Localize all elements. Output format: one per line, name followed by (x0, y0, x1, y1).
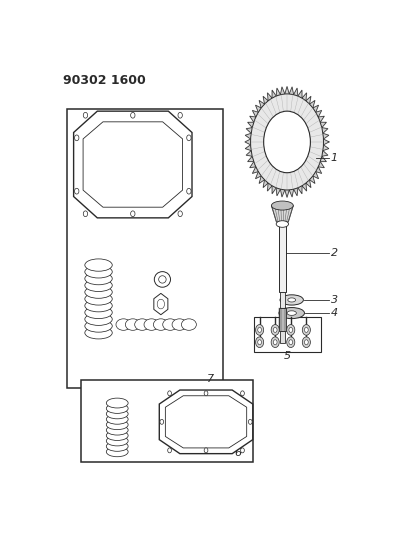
Text: 90302 1600: 90302 1600 (63, 74, 145, 87)
Ellipse shape (154, 272, 170, 287)
Circle shape (240, 391, 244, 396)
Circle shape (240, 448, 244, 453)
Circle shape (186, 135, 190, 141)
Text: 1: 1 (330, 154, 337, 163)
Polygon shape (165, 396, 246, 448)
Ellipse shape (85, 327, 112, 339)
Ellipse shape (181, 319, 196, 330)
Circle shape (248, 419, 251, 424)
Ellipse shape (162, 319, 177, 330)
Ellipse shape (125, 319, 140, 330)
Circle shape (130, 211, 135, 216)
Circle shape (273, 327, 276, 333)
Circle shape (304, 340, 308, 345)
Bar (81, 380, 252, 462)
Circle shape (178, 211, 182, 216)
Circle shape (302, 325, 310, 335)
Circle shape (255, 337, 263, 348)
Circle shape (288, 327, 292, 333)
Ellipse shape (116, 319, 131, 330)
Text: 2: 2 (330, 248, 337, 258)
Ellipse shape (85, 259, 112, 271)
Ellipse shape (106, 436, 128, 446)
Text: 5: 5 (284, 351, 290, 361)
Bar (279, 330, 284, 343)
Ellipse shape (106, 414, 128, 424)
Ellipse shape (85, 313, 112, 325)
Circle shape (250, 94, 323, 190)
Ellipse shape (279, 295, 303, 305)
Circle shape (257, 340, 261, 345)
Ellipse shape (144, 319, 158, 330)
Ellipse shape (106, 409, 128, 419)
Ellipse shape (85, 306, 112, 319)
Ellipse shape (172, 319, 186, 330)
Circle shape (286, 337, 294, 348)
Text: 7: 7 (206, 374, 213, 384)
Ellipse shape (85, 272, 112, 285)
Circle shape (204, 391, 207, 396)
Ellipse shape (287, 298, 295, 302)
Polygon shape (73, 111, 192, 218)
Ellipse shape (106, 420, 128, 430)
Circle shape (263, 111, 310, 173)
Text: 4: 4 (330, 308, 337, 318)
Bar (279, 292, 284, 308)
Polygon shape (154, 293, 168, 314)
Ellipse shape (106, 403, 128, 414)
Ellipse shape (85, 320, 112, 332)
Circle shape (288, 340, 292, 345)
Circle shape (130, 112, 135, 118)
Ellipse shape (85, 279, 112, 292)
Ellipse shape (106, 441, 128, 451)
Circle shape (160, 419, 163, 424)
Ellipse shape (278, 308, 304, 319)
Bar (278, 308, 286, 330)
Circle shape (257, 327, 261, 333)
Polygon shape (83, 122, 182, 207)
Ellipse shape (153, 319, 168, 330)
Ellipse shape (106, 398, 128, 408)
Bar (278, 222, 285, 292)
Circle shape (302, 337, 310, 348)
Circle shape (304, 327, 308, 333)
Ellipse shape (85, 300, 112, 312)
Ellipse shape (157, 299, 164, 309)
Bar (254, 317, 320, 352)
Circle shape (178, 112, 182, 118)
Circle shape (286, 325, 294, 335)
Ellipse shape (271, 201, 293, 210)
Circle shape (186, 188, 190, 194)
Circle shape (270, 337, 279, 348)
Ellipse shape (85, 293, 112, 305)
Circle shape (83, 112, 87, 118)
Text: 3: 3 (330, 295, 337, 305)
Circle shape (273, 340, 276, 345)
Circle shape (204, 448, 207, 453)
Ellipse shape (158, 276, 166, 283)
Ellipse shape (85, 286, 112, 298)
Polygon shape (271, 206, 293, 222)
Polygon shape (159, 390, 252, 454)
Circle shape (167, 448, 171, 453)
Ellipse shape (85, 265, 112, 278)
Circle shape (74, 188, 79, 194)
Circle shape (167, 391, 171, 396)
Ellipse shape (286, 311, 296, 316)
Ellipse shape (134, 319, 149, 330)
Ellipse shape (106, 425, 128, 435)
Circle shape (270, 325, 279, 335)
Ellipse shape (275, 221, 288, 227)
Ellipse shape (106, 447, 128, 457)
Ellipse shape (106, 431, 128, 440)
Bar (67, 109, 223, 388)
Polygon shape (244, 86, 328, 197)
Circle shape (255, 325, 263, 335)
Circle shape (74, 135, 79, 141)
Circle shape (83, 211, 87, 216)
Text: 6: 6 (234, 448, 241, 458)
